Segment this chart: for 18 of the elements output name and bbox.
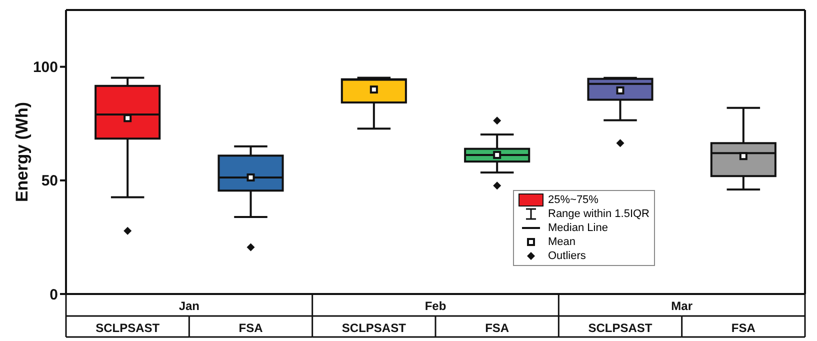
annotation: 25%~75%	[548, 193, 598, 207]
annotation: Outliers	[548, 249, 586, 263]
x-tick-label: FSA	[238, 321, 264, 335]
text: Mar	[671, 299, 693, 313]
text: Jan	[178, 299, 200, 313]
annotation: Median Line	[548, 221, 608, 235]
y-axis-title: Energy (Wh)	[12, 102, 32, 202]
x-tick-label: SCLPSAST	[588, 321, 653, 335]
y-tick-label: 100	[32, 59, 58, 76]
y-tick-label: 50	[41, 172, 58, 190]
annotation: Range within 1.5IQR	[548, 207, 650, 221]
y-tick-label: 0	[50, 286, 58, 304]
x-tick-label: SCLPSAST	[342, 321, 407, 335]
text: Feb	[424, 299, 446, 313]
x-tick-label: SCLPSAST	[96, 321, 160, 335]
x-tick-label: FSA	[731, 321, 756, 335]
x-tick-label: FSA	[485, 321, 510, 335]
annotation: Mean	[548, 235, 576, 249]
